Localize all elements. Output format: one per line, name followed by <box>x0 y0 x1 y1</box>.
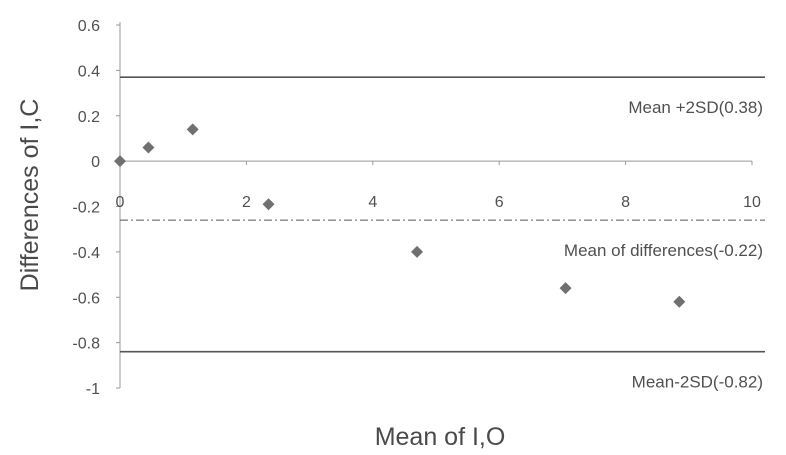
x-tick-label: 2 <box>242 194 251 211</box>
reference-lines <box>120 76 765 353</box>
data-point <box>411 245 424 258</box>
x-tick-label: 8 <box>621 194 630 211</box>
axes <box>119 22 752 388</box>
y-tick-label: -0.8 <box>72 336 100 353</box>
x-tick-label: 6 <box>495 194 504 211</box>
y-tick-label: 0.2 <box>78 109 100 126</box>
reference-line-label: Mean of differences(-0.22) <box>564 241 763 260</box>
data-point <box>559 282 572 295</box>
data-point <box>673 295 686 308</box>
y-tick-label: -1 <box>86 381 100 398</box>
reference-line-label: Mean-2SD(-0.82) <box>632 373 763 392</box>
data-points <box>114 123 686 308</box>
y-axis-title: Differences of I,C <box>16 99 44 292</box>
x-axis-title: Mean of I,O <box>375 423 506 451</box>
y-tick-label: -0.4 <box>72 245 100 262</box>
tick-labels: 0.6 0.4 0.2 0 -0.2 -0.4 -0.6 -0.8 -1 0 2 4 6 8 10 <box>72 18 761 398</box>
annotations: Mean +2SD(0.38) Mean of differences(-0.22… <box>564 98 763 392</box>
data-point <box>142 141 155 154</box>
x-tick-label: 0 <box>116 194 125 211</box>
x-tick-label: 4 <box>368 194 377 211</box>
y-tick-label: 0 <box>91 154 100 171</box>
x-tick-label: 10 <box>743 194 761 211</box>
y-tick-label: 0.6 <box>78 18 100 35</box>
data-point <box>186 123 199 136</box>
y-tick-label: -0.2 <box>72 200 100 217</box>
reference-line-label: Mean +2SD(0.38) <box>628 98 763 117</box>
data-point <box>114 155 126 168</box>
y-tick-label: 0.4 <box>78 63 100 80</box>
y-tick-label: -0.6 <box>72 290 100 307</box>
data-point <box>262 198 275 211</box>
